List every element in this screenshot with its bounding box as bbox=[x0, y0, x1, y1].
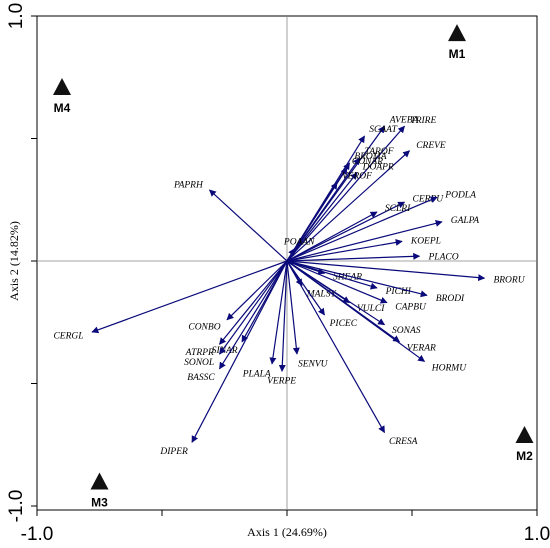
vector-brodi bbox=[286, 260, 428, 298]
y-tick-label-min: -1.0 bbox=[6, 490, 27, 523]
vector-sonol bbox=[219, 260, 288, 355]
vector-koepl bbox=[286, 239, 403, 262]
vector-bassc bbox=[218, 260, 288, 370]
species-label-conbo: CONBO bbox=[188, 323, 220, 333]
vector-cerpu bbox=[286, 201, 406, 262]
x-tick-label-max: 1.0 bbox=[524, 524, 550, 545]
site-marker-m2 bbox=[515, 425, 534, 443]
vector-doapr bbox=[286, 172, 358, 262]
axis-labels: -1.0 1.0 1.0 -1.0 Axis 1 (24.69%) Axis 2 (14.… bbox=[6, 3, 550, 545]
species-label-conar: CONAR bbox=[352, 157, 383, 167]
species-label-verar: VERAR bbox=[407, 344, 436, 354]
vector-conbo bbox=[226, 260, 288, 321]
species-label-verpe: VERPE bbox=[267, 377, 296, 387]
species-label-vulci: VULCI bbox=[357, 304, 385, 314]
species-label-tarof: TAROF bbox=[365, 147, 394, 157]
vector-cergl bbox=[91, 260, 288, 334]
vector-capbu bbox=[286, 260, 388, 304]
species-label-aveba: AVEBA bbox=[389, 115, 419, 125]
site-markers: M1 M2 M3 M4 bbox=[53, 24, 534, 510]
vector-creve bbox=[286, 150, 411, 262]
y-tick-label-max: 1.0 bbox=[6, 3, 27, 29]
vector-cresa bbox=[286, 260, 386, 434]
species-label-cresa: CRESA bbox=[389, 437, 418, 447]
species-label-cergl: CERGL bbox=[53, 332, 83, 342]
species-label-scaat: SCAAT bbox=[369, 125, 397, 135]
species-label-galpa: GALPA bbox=[451, 216, 480, 226]
vector-galpa bbox=[286, 219, 443, 262]
species-label-sonas: SONAS bbox=[392, 326, 421, 336]
vector-broru bbox=[286, 260, 486, 282]
species-label-doapr: DOAPR bbox=[362, 162, 394, 172]
species-label-podla: PODLA bbox=[444, 190, 476, 200]
species-label-brodi: BRODI bbox=[436, 294, 465, 304]
species-label-broru: BRORU bbox=[493, 275, 525, 285]
vector-picec bbox=[286, 260, 325, 316]
vector-trire bbox=[286, 125, 405, 262]
y-axis-title: Axis 2 (14.82%) bbox=[7, 221, 21, 301]
vector-placo bbox=[286, 252, 421, 262]
site-marker-m4 bbox=[53, 78, 71, 96]
vector-pichi bbox=[286, 260, 378, 290]
vector-podla bbox=[286, 196, 438, 262]
species-label-sonol: SONOL bbox=[184, 358, 214, 368]
species-label-malsy: MALSY bbox=[306, 290, 338, 300]
vector-poaan bbox=[286, 248, 296, 262]
vector-senvu bbox=[286, 260, 300, 355]
vector-paprh bbox=[208, 189, 288, 262]
site-label-m4: M4 bbox=[54, 101, 71, 115]
site-marker-m3 bbox=[90, 472, 109, 490]
x-axis-title: Axis 1 (24.69%) bbox=[247, 525, 327, 539]
species-label-koepl: KOEPL bbox=[410, 236, 441, 246]
species-label-creve: CREVE bbox=[416, 141, 446, 151]
site-label-m1: M1 bbox=[449, 47, 466, 61]
species-label-poaan: POAAN bbox=[283, 238, 315, 248]
species-label-hormu: HORMU bbox=[431, 363, 467, 373]
species-label-pichi: PICHI bbox=[385, 287, 412, 297]
species-label-diper: DIPER bbox=[159, 447, 188, 457]
vector-diper bbox=[191, 260, 288, 443]
species-label-sclri: SCLRI bbox=[385, 204, 411, 214]
species-label-capbu: CAPBU bbox=[395, 303, 427, 313]
species-label-atrpr: ATRPR bbox=[185, 348, 214, 358]
species-label-bassc: BASSC bbox=[187, 373, 215, 383]
species-label-placo: PLACO bbox=[427, 252, 458, 262]
site-label-m3: M3 bbox=[91, 496, 108, 510]
species-label-senvu: SENVU bbox=[298, 360, 329, 370]
vector-verof bbox=[286, 182, 338, 262]
x-tick-label-min: -1.0 bbox=[21, 524, 54, 545]
species-label-broma: BROMA bbox=[354, 152, 386, 162]
species-label-shear: SHEAR bbox=[333, 273, 362, 283]
vector-tarof bbox=[286, 157, 360, 262]
site-marker-m1 bbox=[448, 24, 466, 42]
species-label-cerpu: CERPU bbox=[413, 195, 445, 205]
axis-ticks bbox=[31, 15, 538, 516]
species-label-picec: PICEC bbox=[329, 319, 358, 329]
vector-hormu bbox=[286, 260, 426, 362]
vector-atrpr bbox=[219, 260, 288, 345]
vector-sonas bbox=[286, 260, 386, 326]
vector-sclri bbox=[286, 211, 378, 262]
species-label-trire: TRIRE bbox=[410, 116, 436, 126]
species-label-paprh: PAPRH bbox=[173, 180, 204, 190]
vector-plala bbox=[269, 260, 288, 365]
species-label-plala: PLALA bbox=[242, 369, 271, 379]
species-label-verof: VEROF bbox=[342, 172, 372, 182]
vector-verpe bbox=[278, 260, 288, 372]
site-label-m2: M2 bbox=[516, 449, 533, 463]
